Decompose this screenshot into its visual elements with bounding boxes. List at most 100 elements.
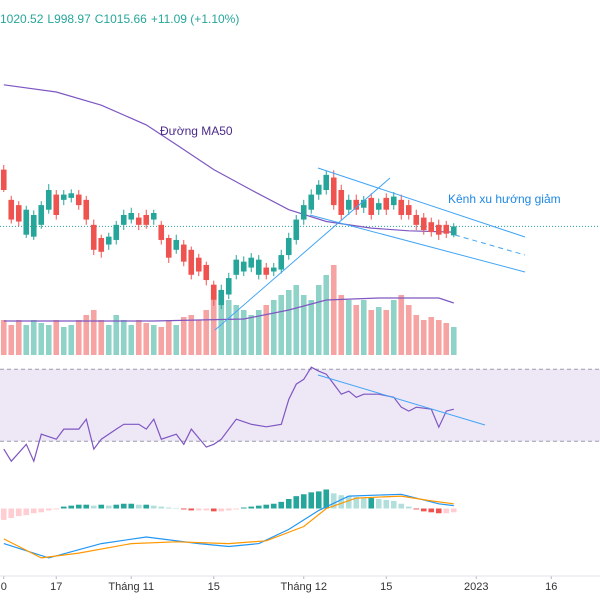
candle-body [105,236,112,245]
x-tick-label: Tháng 11 [108,581,154,593]
macd-histogram-bar [195,508,202,511]
candle-body [368,197,375,215]
candle-body [390,196,397,206]
volume-bar [180,317,187,355]
candle-body [398,199,405,215]
x-tick-label: 15 [208,581,220,593]
macd-histogram-bar [188,508,195,511]
x-tick-label: 0 [1,581,7,593]
macd-histogram-bar [443,508,450,514]
candle-body [240,261,247,272]
candle-body [315,184,322,195]
macd-histogram-bar [428,508,435,513]
macd-histogram-bar [180,508,187,510]
volume-bar [278,295,285,355]
volume-bar [225,300,232,355]
volume-bar [23,325,30,355]
candle-body [165,237,172,258]
volume-bar [98,320,105,355]
x-tick-label: Tháng 12 [281,581,327,593]
macd-histogram-bar [278,501,285,509]
macd-histogram-bar [173,508,180,509]
drawings [214,167,526,426]
volume-bar [353,305,360,355]
header-close: C1015.66 [95,12,147,26]
annotation: Đường MA50 [160,124,233,138]
volume-bar [293,285,300,355]
candle-body [375,203,382,210]
candle-body [53,194,60,215]
candle-body [255,259,262,275]
macd-histogram-bar [308,492,315,509]
macd-histogram-bar [38,508,45,513]
candle-body [360,199,367,208]
header-high: 1020.52 [0,12,44,26]
candle-body [8,199,15,220]
candle-body [30,214,37,237]
macd-histogram-bar [375,499,382,509]
volume-bar [413,315,420,355]
volume-bar [240,310,247,355]
candle-body [128,213,135,220]
macd-histogram-bar [450,508,457,513]
candle-body [143,214,150,225]
macd-histogram-bar [30,508,37,514]
macd-histogram-bar [233,508,240,510]
candle-body [83,199,90,220]
rsi-trend-line [317,374,486,426]
volume-bar [195,320,202,355]
macd-histogram-bar [158,506,165,509]
candle-body [420,217,427,231]
macd-histogram-bar [285,499,292,509]
volume-bar [405,305,412,355]
macd-histogram-bar [105,505,112,509]
volume-bar [60,327,67,355]
ohlc-header: 1020.52 L998.97 C1015.66 +11.09 (+1.10%) [0,12,239,26]
candle-body [248,257,255,268]
candle-body [263,267,270,275]
macd-histogram-bar [398,503,405,509]
volume-bar [150,325,157,355]
macd-histogram-bar [53,508,60,510]
candle-body [188,249,195,275]
header-low: L998.97 [47,12,91,26]
macd-histogram-bar [210,508,217,512]
volume-bar [383,310,390,355]
macd-histogram-bar [218,508,225,512]
candle-body [195,257,202,272]
macd-histogram-bar [128,503,135,509]
candle-body [23,209,30,235]
macd-histogram-bar [15,508,22,517]
x-tick-label: 2023 [464,581,488,593]
candle-body [300,205,307,220]
candle-body [0,169,7,190]
candle-body [285,237,292,256]
volume-bar [165,320,172,355]
candle-body [120,214,127,225]
signal-line [3,495,454,559]
macd-histogram-bar [345,496,352,509]
macd-histogram-bar [293,496,300,509]
x-tick-label: 17 [50,581,62,593]
volume-bar [450,327,457,355]
macd-histogram-bar [435,508,442,514]
channel-lower [309,214,526,273]
rsi-line [3,366,454,463]
volume-bar [210,290,217,355]
macd-histogram-bar [300,494,307,509]
candle-body [233,259,240,275]
x-tick-label: 16 [545,581,557,593]
candle-body [173,239,180,250]
macd-histogram-bar [135,504,142,509]
candle-body [278,255,285,270]
macd-histogram-bar [98,504,105,509]
volume-bar [443,323,450,355]
volume-bar [263,305,270,355]
macd-histogram-bar [45,508,52,511]
macd-histogram-bar [225,508,232,511]
volume-bar [90,310,97,355]
volume-bar [248,315,255,355]
macd-histogram-bar [390,500,397,509]
candle-body [113,224,120,240]
header-change: +11.09 (+1.10%) [151,12,240,26]
